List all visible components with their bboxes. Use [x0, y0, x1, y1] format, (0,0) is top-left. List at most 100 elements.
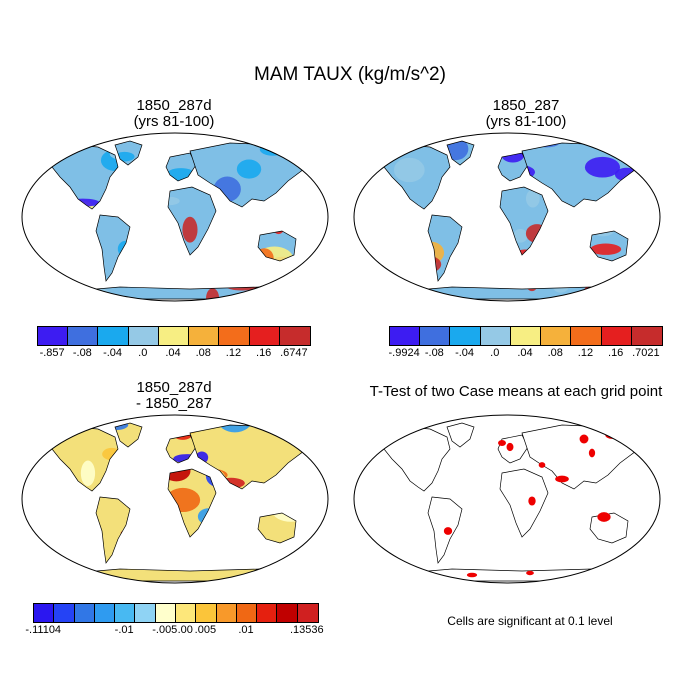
continent-samerica — [427, 496, 463, 564]
continent-namerica — [381, 144, 451, 210]
colorbar-swatch — [189, 327, 220, 345]
colorbar-swatch — [450, 327, 481, 345]
colorbar-label: -.005 — [152, 624, 178, 636]
map-border — [353, 414, 661, 584]
colorbar-swatch — [94, 604, 116, 622]
colorbar-swatch — [74, 604, 95, 622]
colorbar-label: -.11104 — [25, 624, 62, 636]
colorbar-1 — [37, 326, 311, 346]
continent-greenland — [114, 140, 143, 166]
colorbar-label: .005 — [194, 624, 217, 636]
colorbar-swatch — [68, 327, 99, 345]
colorbar-swatch — [631, 327, 662, 345]
colorbar-label: .16 — [608, 347, 624, 359]
colorbar-label: .0 — [138, 347, 148, 359]
colorbar-swatch — [34, 604, 55, 622]
colorbar-swatch — [38, 327, 69, 345]
colorbar-label: .0 — [490, 347, 500, 359]
significant-cell — [555, 475, 569, 483]
colorbar-label: .08 — [195, 347, 211, 359]
colorbar-swatch — [390, 327, 421, 345]
map-panel-1 — [21, 132, 329, 302]
colorbar-label: .08 — [547, 347, 563, 359]
colorbar-swatch — [175, 604, 197, 622]
colorbar-swatch — [571, 327, 602, 345]
colorbar-swatch — [297, 604, 318, 622]
colorbar-swatch — [128, 327, 159, 345]
colorbar-swatch — [249, 327, 280, 345]
colorbar-2-labels: -.9924 -.08 -.04 .0 .04 .08 .12 .16 .7021 — [389, 347, 661, 361]
colorbar-label: -.08 — [72, 347, 92, 359]
panel-3-title-line1: 1850_287d — [136, 379, 212, 396]
colorbar-label: .01 — [238, 624, 254, 636]
colorbar-swatch — [158, 327, 190, 345]
panel-4-title: T-Test of two Case means at each grid po… — [346, 384, 686, 400]
colorbar-label: .04 — [165, 347, 181, 359]
panel-1-title-line1: 1850_287d — [136, 97, 212, 114]
significant-cell — [506, 442, 514, 452]
continent-africa — [167, 186, 217, 256]
significant-cell — [466, 572, 478, 578]
continent-greenland — [446, 422, 475, 448]
significant-cell — [588, 448, 596, 458]
colorbar-swatch — [54, 604, 75, 622]
continent-namerica — [381, 426, 451, 492]
continent-africa — [499, 186, 549, 256]
colorbar-label: -.08 — [424, 347, 444, 359]
colorbar-swatch — [279, 327, 310, 345]
map-panel-2 — [353, 132, 661, 302]
colorbar-swatch — [196, 604, 217, 622]
continent-africa — [499, 468, 549, 538]
significant-cell — [498, 439, 506, 447]
panel-3-title: 1850_287d - 1850_287 — [44, 380, 304, 412]
map-border — [21, 132, 329, 302]
colorbar-swatch — [277, 604, 298, 622]
colorbar-swatch — [216, 604, 237, 622]
continent-africa — [167, 468, 217, 538]
colorbar-label: .12 — [225, 347, 242, 359]
colorbar-swatch — [236, 604, 258, 622]
colorbar-3 — [33, 603, 319, 623]
continent-australia — [589, 512, 629, 544]
panel-1-title: 1850_287d (yrs 81-100) — [44, 98, 304, 130]
colorbar-label: -.01 — [114, 624, 134, 636]
continent-australia — [257, 512, 297, 544]
panel-2-title: 1850_287 (yrs 81-100) — [396, 98, 656, 130]
significant-cell — [538, 462, 546, 468]
map-panel-3 — [21, 414, 329, 584]
continent-australia — [257, 230, 297, 262]
colorbar-swatch — [98, 327, 129, 345]
continent-samerica — [95, 496, 131, 564]
map-panel-4 — [353, 414, 661, 584]
colorbar-swatch — [420, 327, 451, 345]
colorbar-label: .13536 — [289, 624, 324, 636]
colorbar-swatch — [115, 604, 136, 622]
significant-cell — [579, 434, 589, 444]
significant-cell — [526, 570, 534, 576]
continent-namerica — [49, 426, 119, 492]
colorbar-label: -.9924 — [388, 347, 420, 359]
panel-4-title-line1: T-Test of two Case means at each grid po… — [369, 383, 663, 400]
continent-samerica — [427, 214, 463, 282]
continent-samerica — [95, 214, 131, 282]
colorbar-3-labels: -.11104 -.01 -.005.00.005 .01 .13536 — [25, 624, 323, 638]
colorbar-label: -.04 — [103, 347, 123, 359]
colorbar-swatch — [601, 327, 632, 345]
colorbar-swatch — [155, 604, 176, 622]
panel-1-title-line2: (yrs 81-100) — [133, 113, 215, 130]
colorbar-label: .12 — [577, 347, 594, 359]
colorbar-swatch — [510, 327, 542, 345]
colorbar-swatch — [219, 327, 250, 345]
map-border — [353, 132, 661, 302]
significant-cell — [597, 512, 611, 522]
colorbar-swatch — [257, 604, 278, 622]
colorbar-label: -.857 — [39, 347, 65, 359]
panel-3-title-line2: - 1850_287 — [136, 395, 212, 412]
colorbar-swatch — [541, 327, 572, 345]
colorbar-label: .00 — [177, 624, 193, 636]
continent-greenland — [114, 422, 143, 448]
panel-2-title-line1: 1850_287 — [492, 97, 560, 114]
colorbar-1-labels: -.857 -.08 -.04 .0 .04 .08 .12 .16 .6747 — [37, 347, 309, 361]
figure-title: MAM TAUX (kg/m/s^2) — [254, 64, 446, 85]
colorbar-label: .6747 — [280, 347, 308, 359]
